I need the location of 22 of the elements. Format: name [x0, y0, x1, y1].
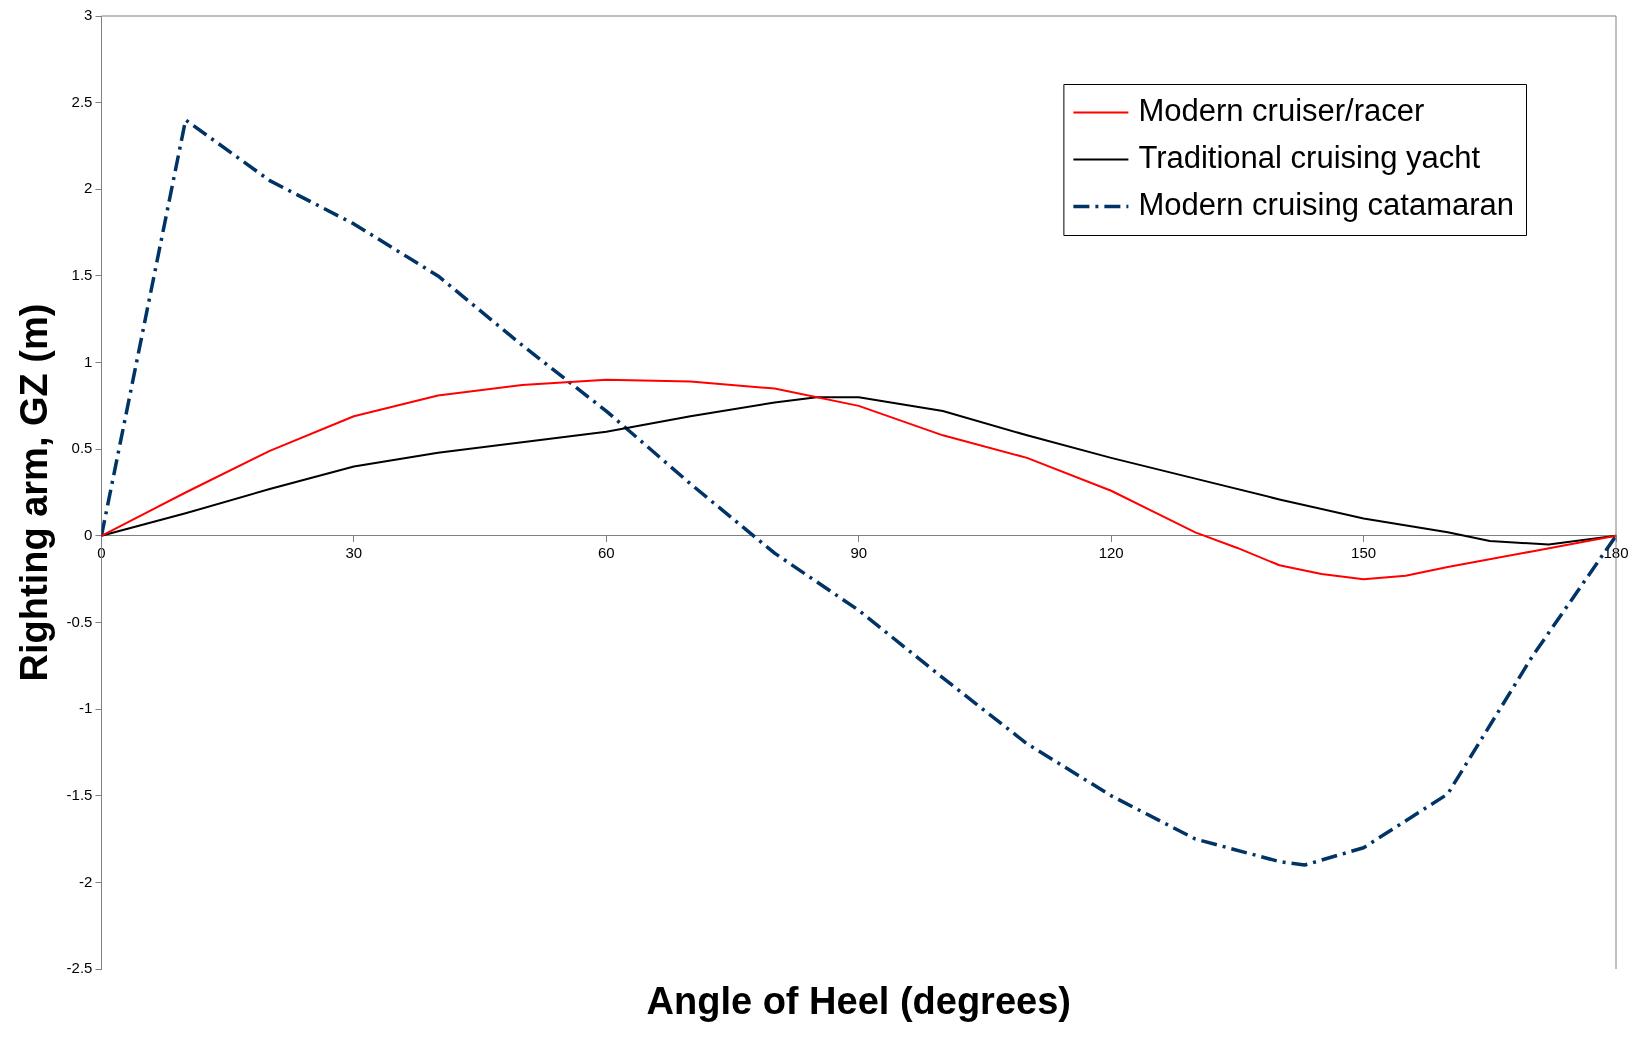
- y-tick-label: -2.5: [66, 959, 93, 977]
- legend-label: Modern cruiser/racer: [1138, 93, 1425, 129]
- x-tick-label: 90: [850, 543, 868, 561]
- y-tick-label: 1: [84, 352, 93, 370]
- y-tick-label: -1: [79, 699, 93, 717]
- x-tick-label: 150: [1351, 543, 1377, 561]
- y-tick-label: -1.5: [66, 785, 93, 803]
- y-tick-label: 1.5: [71, 266, 93, 284]
- y-tick-label: 3: [84, 6, 93, 24]
- y-tick-label: 2: [84, 179, 93, 197]
- y-tick-label: 0: [84, 525, 93, 543]
- legend-label: Modern cruising catamaran: [1138, 187, 1515, 223]
- x-axis-title: Angle of Heel (degrees): [646, 980, 1071, 1023]
- y-tick-label: -0.5: [66, 612, 93, 630]
- x-tick-label: 120: [1098, 543, 1124, 561]
- x-tick-label: 30: [345, 543, 363, 561]
- y-tick-label: -2: [79, 872, 93, 890]
- y-tick-label: 0.5: [71, 439, 93, 457]
- x-tick-label: 60: [597, 543, 615, 561]
- y-tick-label: 2.5: [71, 92, 93, 110]
- legend-label: Traditional cruising yacht: [1138, 140, 1481, 176]
- y-axis-title: Righting arm, GZ (m): [13, 303, 56, 682]
